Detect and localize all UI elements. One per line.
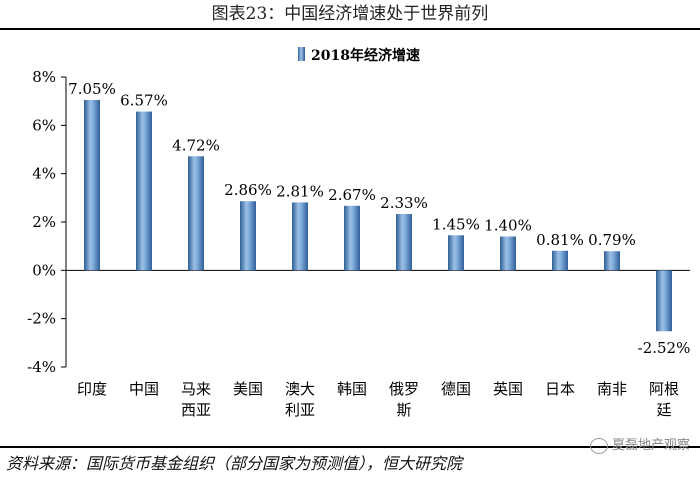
x-tick-label: 俄罗 [389, 380, 419, 398]
bar [500, 236, 516, 271]
bar [344, 205, 360, 271]
data-label: 1.45% [432, 215, 480, 233]
y-axis: 8% 6% 4% 2% 0% -2% -4% [27, 68, 690, 376]
data-label: 7.05% [68, 80, 116, 98]
x-tick-label: 美国 [233, 380, 263, 398]
x-tick-label: 英国 [493, 380, 523, 398]
x-tick-label: 韩国 [337, 380, 367, 398]
data-label: 2.81% [276, 182, 324, 200]
bar [188, 156, 204, 271]
x-tick-label: 阿根 [649, 380, 679, 398]
legend: 2018年经济增速 [298, 47, 420, 64]
y-tick-label: -2% [27, 310, 56, 328]
x-tick-label: 马来 [181, 380, 211, 398]
y-tick-label: 0% [32, 261, 56, 279]
wechat-icon [589, 438, 608, 454]
data-label: 2.86% [224, 181, 272, 199]
data-label: 2.33% [380, 194, 428, 212]
bars: 7.05%6.57% 4.72% 2.86% 2.81% 2.67% 2.33%1.45%… [68, 80, 690, 357]
x-tick-label: 廷 [656, 401, 671, 419]
footer-divider [0, 446, 700, 448]
data-label: 2.67% [328, 186, 376, 204]
x-tick-label: 澳大 [285, 380, 315, 398]
x-tick-label: 南非 [597, 380, 627, 398]
x-tick-label: 中国 [129, 380, 159, 398]
bar [656, 270, 672, 332]
bar [448, 235, 464, 271]
watermark-text: 夏磊地产观察 [611, 438, 690, 453]
bar [84, 99, 100, 271]
bar-chart: 2018年经济增速 8% 6% 4% 2% 0% -2% -4% 7.05%6.57% 4.7… [27, 47, 690, 419]
bar [136, 111, 152, 271]
y-tick-label: 4% [32, 165, 56, 183]
y-tick-label: 8% [32, 68, 56, 86]
y-tick-label: 2% [32, 213, 56, 231]
data-label: 1.40% [484, 217, 532, 235]
x-tick-label: 利亚 [285, 401, 315, 419]
y-tick-label: 6% [32, 116, 56, 134]
bar [604, 251, 620, 271]
page-title: 图表23：中国经济增速处于世界前列 [211, 4, 489, 24]
x-tick-label: 印度 [77, 380, 107, 398]
bar [292, 202, 308, 271]
x-tick-label: 西亚 [181, 401, 211, 419]
bar [552, 250, 568, 271]
title-divider [0, 28, 700, 30]
source-note: 资料来源：国际货币基金组织（部分国家为预测值），恒大研究院 [6, 454, 463, 473]
data-label: 4.72% [172, 136, 220, 154]
y-tick-label: -4% [27, 358, 56, 376]
data-label: 0.81% [536, 231, 584, 249]
x-tick-label: 德国 [441, 380, 471, 398]
bar [396, 214, 412, 271]
x-tick-label: 斯 [396, 401, 411, 419]
x-tick-label: 日本 [545, 380, 575, 398]
legend-swatch [298, 47, 305, 61]
data-label: -2.52% [638, 339, 691, 357]
data-label: 6.57% [120, 92, 168, 110]
data-label: 0.79% [588, 231, 636, 249]
watermark: 夏磊地产观察 [589, 436, 690, 456]
legend-label: 2018年经济增速 [311, 47, 420, 64]
bar [240, 201, 256, 271]
